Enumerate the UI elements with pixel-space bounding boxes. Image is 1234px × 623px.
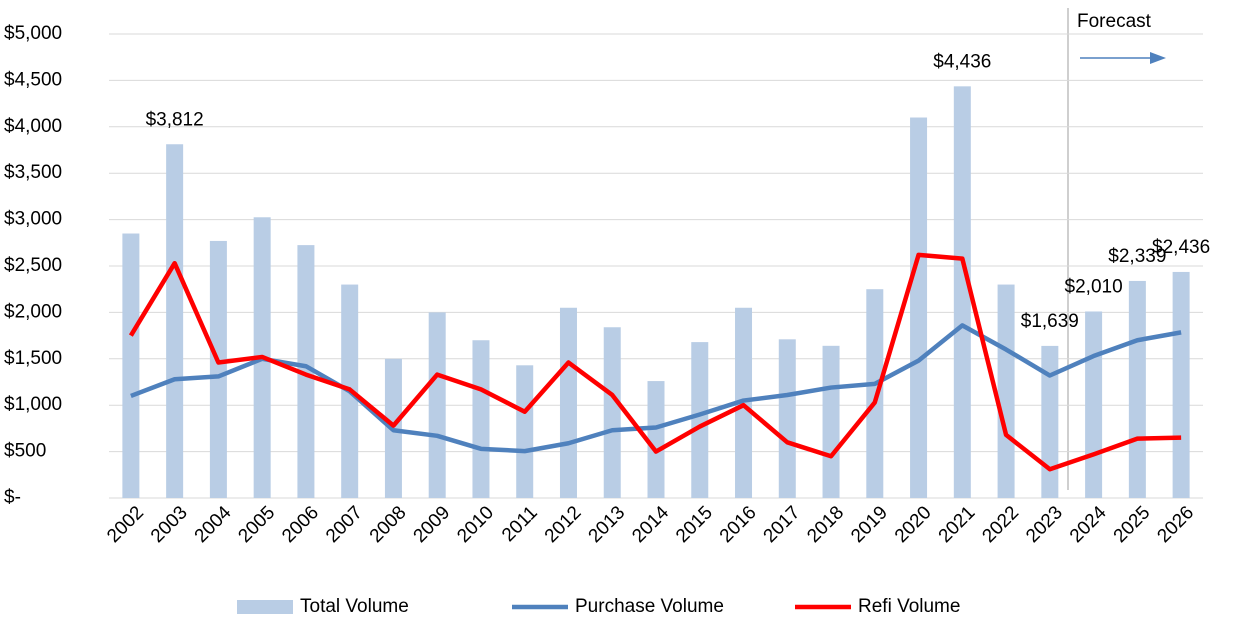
y-tick-label: $5,000 (4, 23, 62, 44)
x-tick-label: 2015 (672, 502, 717, 547)
bar (866, 289, 884, 498)
x-tick-label: 2006 (278, 502, 323, 547)
x-tick-label: 2007 (322, 502, 367, 547)
x-tick-label: 2017 (760, 502, 805, 547)
bar (122, 233, 140, 498)
line (128, 252, 1182, 472)
y-tick-label: $4,000 (4, 116, 62, 137)
data-label: $1,639 (1021, 311, 1079, 332)
bar (1128, 280, 1146, 498)
y-tick-label: $1,000 (4, 394, 62, 415)
x-tick-label: 2012 (541, 502, 586, 547)
bar (297, 245, 315, 498)
lines (128, 252, 1182, 472)
bar (428, 312, 446, 498)
data-label: $2,436 (1152, 237, 1210, 258)
bar (603, 327, 621, 498)
bar (997, 284, 1015, 498)
labels: $- $500 $1,000 $1,500 $2,000 $2,500 $3,000 $3,5… (4, 23, 1210, 617)
legend-label: Total Volume (300, 596, 409, 617)
x-tick-label: 2014 (628, 502, 673, 547)
x-tick-label: 2009 (410, 502, 455, 547)
data-label: $3,812 (146, 109, 204, 130)
legend-swatch (237, 600, 293, 614)
y-tick-label: $2,000 (4, 301, 62, 322)
x-tick-label: 2018 (803, 502, 848, 547)
x-tick-label: 2022 (978, 502, 1023, 547)
bar (1172, 271, 1190, 498)
y-tick-label: $4,500 (4, 69, 62, 90)
legend-label: Refi Volume (858, 596, 960, 617)
x-tick-label: 2004 (191, 502, 236, 547)
data-label: $2,339 (1108, 246, 1166, 267)
x-tick-label: 2026 (1153, 502, 1198, 547)
x-tick-label: 2023 (1022, 502, 1067, 547)
bar (1041, 345, 1059, 498)
legend-label: Purchase Volume (575, 596, 724, 617)
y-tick-label: $3,500 (4, 162, 62, 183)
bar (516, 365, 534, 498)
bar (166, 144, 184, 498)
data-label: $2,010 (1065, 276, 1123, 297)
bar (691, 342, 709, 498)
bar (953, 86, 971, 498)
y-tick-label: $3,000 (4, 209, 62, 230)
line (130, 323, 1182, 454)
bar (778, 339, 796, 498)
x-tick-label: 2003 (147, 502, 192, 547)
data-label: $4,436 (933, 51, 991, 72)
y-tick-label: $500 (4, 441, 46, 462)
forecast-annotation: Forecast (1077, 11, 1152, 32)
x-tick-label: 2019 (847, 502, 892, 547)
bar (472, 340, 490, 498)
x-tick-label: 2010 (453, 502, 498, 547)
x-tick-label: 2002 (103, 502, 148, 547)
x-tick-label: 2016 (716, 502, 761, 547)
forecast-arrowhead (1150, 52, 1166, 64)
bar (1085, 311, 1103, 498)
bar (647, 381, 665, 498)
bar (822, 345, 840, 498)
x-tick-label: 2021 (935, 502, 980, 547)
x-tick-label: 2008 (366, 502, 411, 547)
x-tick-label: 2011 (498, 502, 542, 546)
x-tick-label: 2020 (891, 502, 936, 547)
y-tick-label: $1,500 (4, 348, 62, 369)
bars (122, 86, 1190, 499)
bar (910, 117, 928, 499)
x-tick-label: 2024 (1066, 502, 1111, 547)
y-tick-label: $- (4, 487, 21, 508)
bar (559, 307, 577, 498)
x-tick-label: 2025 (1110, 502, 1155, 547)
x-tick-label: 2005 (234, 502, 279, 547)
bar (209, 240, 227, 498)
y-tick-label: $2,500 (4, 255, 62, 276)
x-tick-label: 2013 (585, 502, 630, 547)
